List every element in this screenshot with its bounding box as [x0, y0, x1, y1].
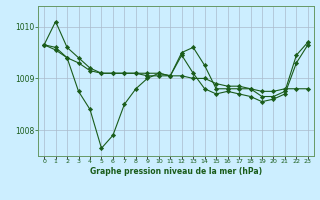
X-axis label: Graphe pression niveau de la mer (hPa): Graphe pression niveau de la mer (hPa)	[90, 167, 262, 176]
